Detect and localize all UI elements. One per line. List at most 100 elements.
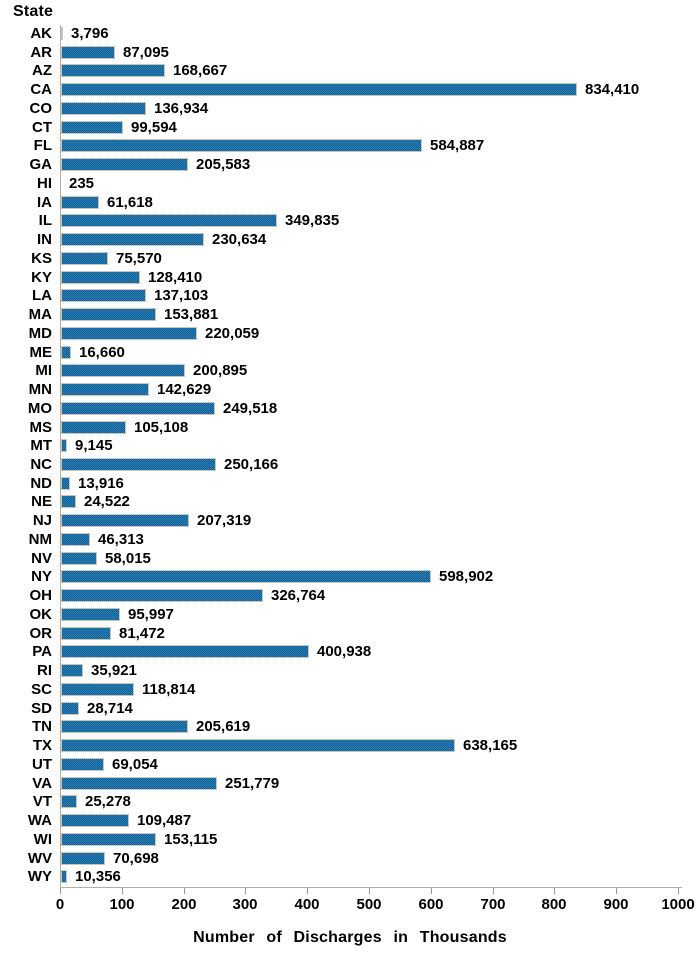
state-label: WV xyxy=(27,850,52,867)
value-label: 153,881 xyxy=(164,306,219,323)
x-tick-label: 800 xyxy=(541,896,567,913)
state-label: NY xyxy=(31,568,52,585)
x-tick xyxy=(307,888,308,894)
value-label: 326,764 xyxy=(271,587,326,604)
state-label: PA xyxy=(32,643,52,660)
value-label: 58,015 xyxy=(105,550,151,567)
x-axis-label: Number of Discharges in Thousands xyxy=(193,929,507,946)
value-label: 250,166 xyxy=(224,456,279,473)
x-tick xyxy=(431,888,432,894)
value-label: 230,634 xyxy=(212,231,267,248)
state-label: NM xyxy=(28,531,52,548)
bar xyxy=(61,439,67,452)
bar xyxy=(61,552,97,565)
bar xyxy=(61,495,76,508)
state-label: TX xyxy=(32,737,52,754)
bar xyxy=(61,645,309,658)
state-label: MA xyxy=(28,306,52,323)
value-label: 16,660 xyxy=(79,344,125,361)
state-label: IL xyxy=(38,212,52,229)
value-label: 235 xyxy=(69,175,95,192)
x-tick xyxy=(122,888,123,894)
state-label: OH xyxy=(29,587,53,604)
bar xyxy=(61,214,277,227)
x-tick xyxy=(245,888,246,894)
value-label: 220,059 xyxy=(205,325,260,342)
bar xyxy=(61,533,90,546)
value-label: 638,165 xyxy=(463,737,518,754)
state-label: AK xyxy=(30,25,52,42)
state-label: AR xyxy=(30,44,52,61)
bar xyxy=(61,608,120,621)
state-label: OK xyxy=(29,606,53,623)
value-label: 75,570 xyxy=(116,250,162,267)
state-label: RI xyxy=(37,662,52,679)
state-label: MT xyxy=(30,437,52,454)
state-label: KY xyxy=(31,269,52,286)
bar xyxy=(61,852,105,865)
bar xyxy=(61,589,263,602)
bar xyxy=(61,627,111,640)
bar xyxy=(61,664,83,677)
bar xyxy=(61,121,123,134)
value-label: 128,410 xyxy=(148,269,203,286)
x-tick-label: 500 xyxy=(356,896,382,913)
value-label: 400,938 xyxy=(317,643,372,660)
state-label: HI xyxy=(37,175,52,192)
value-label: 598,902 xyxy=(439,568,494,585)
bar xyxy=(61,383,149,396)
state-label: WY xyxy=(27,868,52,885)
bar xyxy=(61,327,197,340)
value-label: 584,887 xyxy=(430,137,485,154)
x-tick xyxy=(493,888,494,894)
bar xyxy=(61,514,189,527)
value-label: 105,108 xyxy=(134,419,189,436)
bar xyxy=(61,158,188,171)
state-label: ME xyxy=(29,344,53,361)
bar xyxy=(61,777,217,790)
state-label: NV xyxy=(31,550,52,567)
state-label: KS xyxy=(31,250,52,267)
bar xyxy=(61,477,70,490)
state-label: LA xyxy=(32,287,52,304)
bar xyxy=(61,402,215,415)
bar xyxy=(61,814,129,827)
state-label: MN xyxy=(28,381,52,398)
bar xyxy=(61,683,134,696)
bar xyxy=(61,720,188,733)
bar xyxy=(61,308,156,321)
bar xyxy=(61,702,79,715)
x-tick xyxy=(616,888,617,894)
x-tick xyxy=(369,888,370,894)
x-tick-label: 400 xyxy=(294,896,320,913)
value-label: 61,618 xyxy=(107,194,153,211)
bar xyxy=(61,83,577,96)
bar xyxy=(61,64,165,77)
value-label: 200,895 xyxy=(193,362,248,379)
bar xyxy=(61,102,146,115)
x-tick xyxy=(678,888,679,894)
bar xyxy=(61,346,71,359)
state-label: CO xyxy=(29,100,53,117)
bar xyxy=(61,870,67,883)
value-label: 9,145 xyxy=(75,437,113,454)
value-label: 249,518 xyxy=(223,400,278,417)
value-label: 136,934 xyxy=(154,100,209,117)
value-label: 35,921 xyxy=(91,662,137,679)
state-label: MI xyxy=(35,362,52,379)
state-label: IA xyxy=(37,194,52,211)
value-label: 70,698 xyxy=(113,850,159,867)
x-tick-label: 600 xyxy=(418,896,444,913)
state-label: NJ xyxy=(32,512,52,529)
bar xyxy=(61,421,126,434)
state-label: NC xyxy=(30,456,52,473)
state-label: MS xyxy=(29,419,53,436)
x-tick xyxy=(60,888,61,894)
bar xyxy=(61,795,77,808)
state-label: MO xyxy=(27,400,52,417)
value-label: 3,796 xyxy=(71,25,109,42)
value-label: 99,594 xyxy=(131,119,177,136)
state-label: SC xyxy=(31,681,52,698)
bar xyxy=(61,364,185,377)
state-label: CT xyxy=(32,119,52,136)
